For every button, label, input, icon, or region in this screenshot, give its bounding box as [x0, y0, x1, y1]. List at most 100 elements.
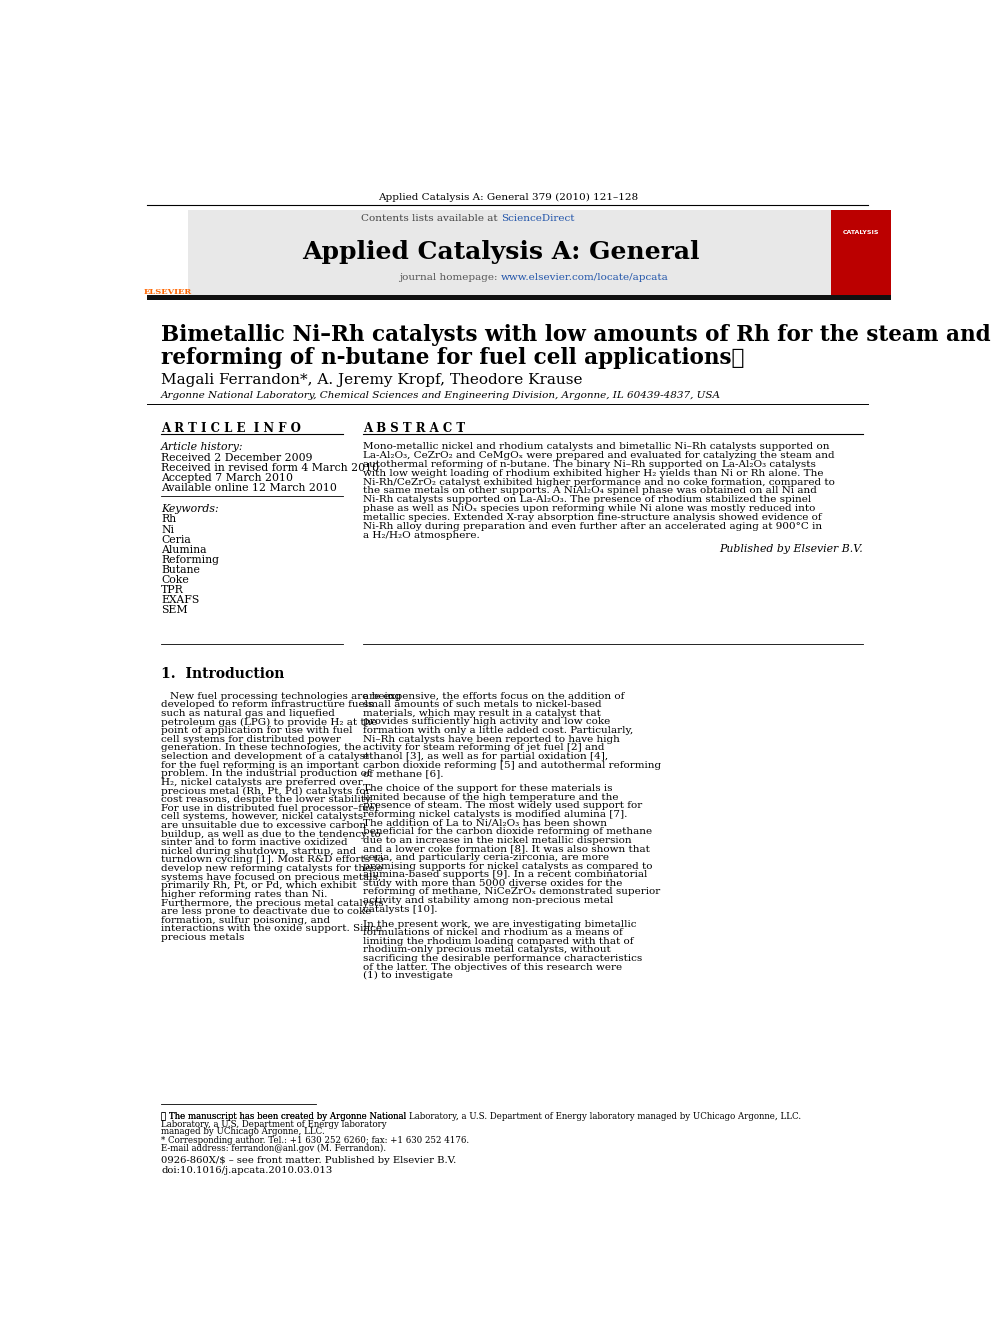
Text: Applied Catalysis A: General: Applied Catalysis A: General [302, 239, 699, 263]
Text: * Corresponding author. Tel.: +1 630 252 6260; fax: +1 630 252 4176.: * Corresponding author. Tel.: +1 630 252… [161, 1136, 469, 1144]
Text: www.elsevier.com/locate/apcata: www.elsevier.com/locate/apcata [501, 273, 669, 282]
Text: problem. In the industrial production of: problem. In the industrial production of [161, 769, 371, 778]
Text: EXAFS: EXAFS [161, 594, 199, 605]
Text: petroleum gas (LPG) to provide H₂ at the: petroleum gas (LPG) to provide H₂ at the [161, 717, 378, 726]
Text: H₂, nickel catalysts are preferred over: H₂, nickel catalysts are preferred over [161, 778, 363, 787]
Text: Contents lists available at: Contents lists available at [361, 214, 501, 224]
Text: A B S T R A C T: A B S T R A C T [363, 422, 465, 435]
Text: The addition of La to Ni/Al₂O₃ has been shown: The addition of La to Ni/Al₂O₃ has been … [363, 819, 607, 827]
Text: Keywords:: Keywords: [161, 504, 219, 513]
Text: A R T I C L E  I N F O: A R T I C L E I N F O [161, 422, 302, 435]
Text: cell systems, however, nickel catalysts: cell systems, however, nickel catalysts [161, 812, 363, 822]
Text: ELSEVIER: ELSEVIER [143, 288, 191, 296]
Text: 1.  Introduction: 1. Introduction [161, 667, 285, 681]
Text: Rh: Rh [161, 515, 177, 524]
Text: reforming nickel catalysts is modified alumina [7].: reforming nickel catalysts is modified a… [363, 810, 627, 819]
Text: provides sufficiently high activity and low coke: provides sufficiently high activity and … [363, 717, 610, 726]
Text: limited because of the high temperature and the: limited because of the high temperature … [363, 792, 618, 802]
Text: doi:10.1016/j.apcata.2010.03.013: doi:10.1016/j.apcata.2010.03.013 [161, 1166, 332, 1175]
Text: Butane: Butane [161, 565, 200, 574]
Text: beneficial for the carbon dioxide reforming of methane: beneficial for the carbon dioxide reform… [363, 827, 652, 836]
Text: materials, which may result in a catalyst that: materials, which may result in a catalys… [363, 709, 600, 718]
Text: presence of steam. The most widely used support for: presence of steam. The most widely used … [363, 802, 642, 810]
Text: Magali Ferrandon*, A. Jeremy Kropf, Theodore Krause: Magali Ferrandon*, A. Jeremy Kropf, Theo… [161, 373, 582, 386]
Text: the same metals on other supports. A NiAl₂O₄ spinel phase was obtained on all Ni: the same metals on other supports. A NiA… [363, 487, 816, 495]
Text: The choice of the support for these materials is: The choice of the support for these mate… [363, 785, 612, 792]
Text: SEM: SEM [161, 605, 187, 615]
Text: and a lower coke formation [8]. It was also shown that: and a lower coke formation [8]. It was a… [363, 844, 650, 853]
Bar [186, 209, 831, 296]
Text: alumina-based supports [9]. In a recent combinatorial: alumina-based supports [9]. In a recent … [363, 871, 647, 880]
Text: small amounts of such metals to nickel-based: small amounts of such metals to nickel-b… [363, 700, 601, 709]
Text: selection and development of a catalyst: selection and development of a catalyst [161, 751, 369, 761]
Text: are less prone to deactivate due to coke: are less prone to deactivate due to coke [161, 908, 372, 917]
Bar [831, 209, 891, 296]
Text: precious metal (Rh, Pt, Pd) catalysts for: precious metal (Rh, Pt, Pd) catalysts fo… [161, 786, 371, 795]
Text: primarily Rh, Pt, or Pd, which exhibit: primarily Rh, Pt, or Pd, which exhibit [161, 881, 357, 890]
Text: ethanol [3], as well as for partial oxidation [4],: ethanol [3], as well as for partial oxid… [363, 751, 608, 761]
Text: carbon dioxide reforming [5] and autothermal reforming: carbon dioxide reforming [5] and autothe… [363, 761, 661, 770]
Text: Ni-Rh alloy during preparation and even further after an accelerated aging at 90: Ni-Rh alloy during preparation and even … [363, 521, 821, 531]
Text: with low weight loading of rhodium exhibited higher H₂ yields than Ni or Rh alon: with low weight loading of rhodium exhib… [363, 468, 823, 478]
Text: Applied Catalysis A: General 379 (2010) 121–128: Applied Catalysis A: General 379 (2010) … [378, 193, 639, 202]
Text: 0926-860X/$ – see front matter. Published by Elsevier B.V.: 0926-860X/$ – see front matter. Publishe… [161, 1156, 456, 1166]
Text: reforming of n-butane for fuel cell applications⋆: reforming of n-butane for fuel cell appl… [161, 347, 745, 369]
Text: Received 2 December 2009: Received 2 December 2009 [161, 452, 312, 463]
Text: TPR: TPR [161, 585, 184, 594]
Text: In the present work, we are investigating bimetallic: In the present work, we are investigatin… [363, 919, 636, 929]
Text: turndown cycling [1]. Most R&D efforts to: turndown cycling [1]. Most R&D efforts t… [161, 856, 384, 864]
Text: Furthermore, the precious metal catalysts: Furthermore, the precious metal catalyst… [161, 898, 384, 908]
Text: a H₂/H₂O atmosphere.: a H₂/H₂O atmosphere. [363, 531, 479, 540]
Text: higher reforming rates than Ni.: higher reforming rates than Ni. [161, 890, 327, 898]
Text: ScienceDirect: ScienceDirect [501, 214, 574, 224]
Text: E-mail address: ferrandon@anl.gov (M. Ferrandon).: E-mail address: ferrandon@anl.gov (M. Fe… [161, 1144, 386, 1154]
Text: Accepted 7 March 2010: Accepted 7 March 2010 [161, 472, 294, 483]
Text: systems have focused on precious metals,: systems have focused on precious metals, [161, 873, 381, 881]
Text: rhodium-only precious metal catalysts, without: rhodium-only precious metal catalysts, w… [363, 946, 610, 954]
Text: formulations of nickel and rhodium as a means of: formulations of nickel and rhodium as a … [363, 929, 622, 937]
Text: Bimetallic Ni–Rh catalysts with low amounts of Rh for the steam and autothermal: Bimetallic Ni–Rh catalysts with low amou… [161, 324, 992, 347]
Text: develop new reforming catalysts for these: develop new reforming catalysts for thes… [161, 864, 383, 873]
Text: generation. In these technologies, the: generation. In these technologies, the [161, 744, 361, 753]
Text: Received in revised form 4 March 2010: Received in revised form 4 March 2010 [161, 463, 379, 472]
Text: Mono-metallic nickel and rhodium catalysts and bimetallic Ni–Rh catalysts suppor: Mono-metallic nickel and rhodium catalys… [363, 442, 829, 451]
Text: due to an increase in the nickel metallic dispersion: due to an increase in the nickel metalli… [363, 836, 631, 845]
Text: cost reasons, despite the lower stability.: cost reasons, despite the lower stabilit… [161, 795, 373, 804]
Text: promising supports for nickel catalysts as compared to: promising supports for nickel catalysts … [363, 861, 652, 871]
Text: sinter and to form inactive oxidized: sinter and to form inactive oxidized [161, 839, 348, 847]
Text: Alumina: Alumina [161, 545, 206, 554]
Text: formation, sulfur poisoning, and: formation, sulfur poisoning, and [161, 916, 330, 925]
Text: of the latter. The objectives of this research were: of the latter. The objectives of this re… [363, 963, 622, 971]
Text: For use in distributed fuel processor–fuel: For use in distributed fuel processor–fu… [161, 803, 378, 812]
Text: ⋆ The manuscript has been created by Argonne National: ⋆ The manuscript has been created by Arg… [161, 1113, 407, 1121]
Text: ⋆ The manuscript has been created by Argonne National Laboratory, a U.S. Departm: ⋆ The manuscript has been created by Arg… [161, 1113, 802, 1121]
Text: Laboratory, a U.S. Department of Energy laboratory: Laboratory, a U.S. Department of Energy … [161, 1119, 387, 1129]
Text: CATALYSIS: CATALYSIS [843, 230, 879, 234]
Text: study with more than 5000 diverse oxides for the: study with more than 5000 diverse oxides… [363, 878, 622, 888]
Text: Ceria: Ceria [161, 534, 190, 545]
Text: formation with only a little added cost. Particularly,: formation with only a little added cost.… [363, 726, 633, 736]
Text: Ni-Rh/CeZrO₂ catalyst exhibited higher performance and no coke formation, compar: Ni-Rh/CeZrO₂ catalyst exhibited higher p… [363, 478, 834, 487]
Text: Ni-Rh catalysts supported on La-Al₂O₃. The presence of rhodium stabilized the sp: Ni-Rh catalysts supported on La-Al₂O₃. T… [363, 495, 810, 504]
Text: Argonne National Laboratory, Chemical Sciences and Engineering Division, Argonne: Argonne National Laboratory, Chemical Sc… [161, 392, 721, 401]
Bar [147, 209, 187, 296]
Text: reforming of methane, NiCeZrOₓ demonstrated superior: reforming of methane, NiCeZrOₓ demonstra… [363, 888, 660, 897]
Text: interactions with the oxide support. Since: interactions with the oxide support. Sin… [161, 925, 382, 934]
Text: (1) to investigate: (1) to investigate [363, 971, 452, 980]
Text: New fuel processing technologies are being: New fuel processing technologies are bei… [171, 692, 402, 701]
Text: are expensive, the efforts focus on the addition of: are expensive, the efforts focus on the … [363, 692, 624, 701]
Text: Ni–Rh catalysts have been reported to have high: Ni–Rh catalysts have been reported to ha… [363, 734, 620, 744]
Text: ceria, and particularly ceria-zirconia, are more: ceria, and particularly ceria-zirconia, … [363, 853, 609, 863]
Text: activity for steam reforming of jet fuel [2] and: activity for steam reforming of jet fuel… [363, 744, 604, 753]
Text: La-Al₂O₃, CeZrO₂ and CeMgOₓ were prepared and evaluated for catalyzing the steam: La-Al₂O₃, CeZrO₂ and CeMgOₓ were prepare… [363, 451, 834, 460]
Text: for the fuel reforming is an important: for the fuel reforming is an important [161, 761, 359, 770]
Text: nickel during shutdown, startup, and: nickel during shutdown, startup, and [161, 847, 356, 856]
Text: autothermal reforming of n-butane. The binary Ni–Rh supported on La-Al₂O₃ cataly: autothermal reforming of n-butane. The b… [363, 460, 815, 468]
Text: phase as well as NiOₓ species upon reforming while Ni alone was mostly reduced i: phase as well as NiOₓ species upon refor… [363, 504, 815, 513]
Text: Reforming: Reforming [161, 554, 219, 565]
Text: point of application for use with fuel: point of application for use with fuel [161, 726, 353, 736]
Text: Article history:: Article history: [161, 442, 244, 452]
Text: cell systems for distributed power: cell systems for distributed power [161, 734, 341, 744]
Text: Ni: Ni [161, 524, 175, 534]
Text: limiting the rhodium loading compared with that of: limiting the rhodium loading compared wi… [363, 937, 633, 946]
